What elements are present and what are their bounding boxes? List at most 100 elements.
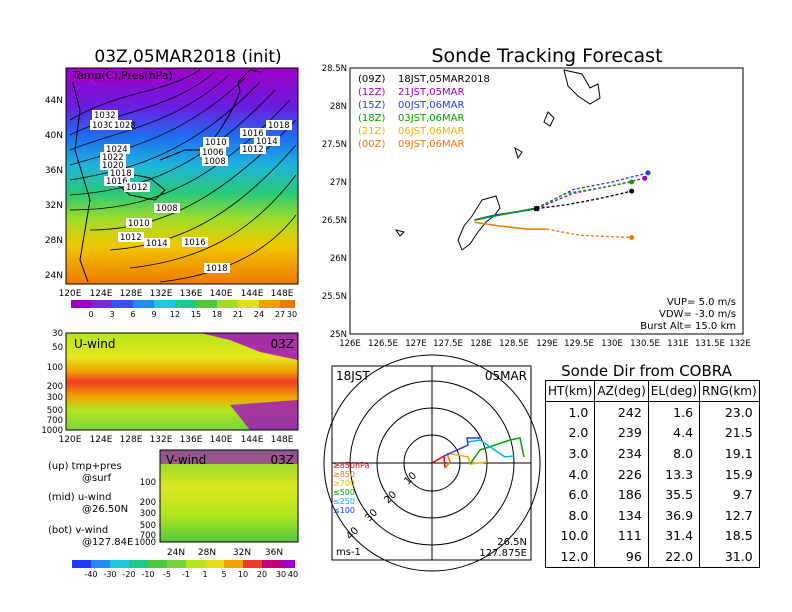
- vwind-negative-region: [160, 450, 298, 464]
- lat-tick: 36N: [265, 548, 283, 558]
- pres-tick: 30: [52, 329, 63, 339]
- cbar-tick: 18: [212, 310, 222, 319]
- temp-colorbar: [71, 300, 295, 308]
- tracking-params: VUP= 5.0 m/s VDW= -3.0 m/s Burst Alt= 15…: [640, 297, 736, 332]
- isobar-contours: [69, 69, 297, 283]
- cbar-tick: 21: [233, 310, 243, 319]
- lat-tick: 40N: [45, 131, 63, 141]
- table-cell: 12.7: [699, 504, 760, 526]
- pres-tick: 100: [47, 363, 63, 373]
- temperature-field: [66, 68, 298, 284]
- table-cell: 19.1: [699, 443, 760, 464]
- lon-tick: 128E: [120, 289, 143, 299]
- cbar-tick: 12: [170, 310, 180, 319]
- map-label-bg: [70, 68, 166, 82]
- note-up: (up) tmp+pres: [48, 461, 122, 472]
- table-cell: 9.7: [699, 484, 760, 505]
- polar-time: 18JST: [336, 369, 370, 383]
- table-cell: 8.0: [647, 443, 701, 464]
- isobar-label: 1008: [156, 204, 178, 214]
- table-cell: 15.9: [699, 463, 760, 485]
- table-cell: 35.5: [647, 484, 701, 505]
- vup-text: VUP= 5.0 m/s: [667, 297, 736, 308]
- cbar-tick: 3: [109, 310, 114, 319]
- pres-tick: 300: [140, 509, 156, 519]
- isobar-label: 1016: [106, 177, 128, 187]
- legend-code: (15Z): [358, 100, 385, 111]
- lon-tick: 148E: [271, 289, 294, 299]
- isobar-label: 1032: [94, 111, 116, 121]
- lon-tick: 144E: [241, 435, 264, 445]
- pres-tick: 200: [47, 382, 63, 392]
- vdw-text: VDW= -3.0 m/s: [659, 309, 736, 320]
- cbar-tick: -1: [182, 570, 190, 579]
- lon-tick: 126E: [339, 339, 361, 349]
- table-cell: 239: [594, 422, 649, 444]
- vwind-y-ticks: 100 200 300 500 700 1000: [134, 478, 156, 548]
- polar-legend-item: ≥700: [333, 479, 355, 488]
- table-row: 12.0 96 22.0 31.0: [544, 546, 760, 568]
- pres-tick: 100: [140, 478, 156, 488]
- isobar-label: 1014: [256, 137, 278, 147]
- tracking-lon-ticks: 126E 126.5E 127E 127.5E 128E 128.5E 129E…: [339, 339, 751, 349]
- lon-tick: 130E: [601, 339, 623, 349]
- note-mid: (mid) u-wind: [48, 492, 111, 503]
- polar-legend-item: ≤500: [333, 488, 355, 497]
- polar-legend-item: ≤100: [333, 506, 355, 515]
- table-cell: 31.4: [647, 525, 701, 547]
- trajectory-descent: [536, 172, 649, 210]
- lon-tick: 144E: [241, 289, 264, 299]
- uwind-label: U-wind: [74, 337, 115, 351]
- map-title: 03Z,05MAR2018 (init): [94, 47, 281, 67]
- cbar-tick: -30: [103, 570, 116, 579]
- vwind-time: 03Z: [271, 453, 295, 467]
- cbar-tick: 0: [88, 310, 93, 319]
- lat-tick: 24N: [167, 548, 185, 558]
- table-cell: 111: [594, 525, 649, 547]
- map-lat-ticks: 44N 40N 36N 32N 28N 24N: [45, 96, 63, 281]
- table-cell: 1.0: [544, 401, 596, 423]
- isobar-label: 1008: [204, 157, 226, 167]
- uwind-frame: [65, 332, 299, 431]
- lat-tick: 44N: [45, 96, 63, 106]
- polar-legend: ≥850hPa ≥850 ≥700 ≤500 ≤250 ≤100: [333, 461, 370, 515]
- legend-text: 03JST,06MAR: [398, 113, 465, 124]
- hodograph-segment: [444, 452, 451, 469]
- pres-tick: 1000: [134, 538, 156, 548]
- lon-tick: 130.5E: [630, 339, 660, 349]
- cbar-tick: 40: [288, 570, 298, 579]
- isobar-label: 1022: [102, 153, 124, 163]
- lat-tick: 32N: [233, 548, 251, 558]
- table-cell: 18.5: [699, 525, 760, 547]
- lon-tick: 131.5E: [695, 339, 725, 349]
- table-cell: 4.0: [544, 463, 596, 485]
- table-cell: 4.4: [647, 422, 701, 444]
- polar-legend-item: ≥850: [333, 470, 355, 479]
- lat-tick: 36N: [45, 166, 63, 176]
- pres-tick: 500: [140, 521, 156, 531]
- landing-point: [629, 188, 635, 194]
- pres-tick: 200: [140, 498, 156, 508]
- table-row: 8.0 134 36.9 12.7: [544, 504, 760, 526]
- lon-tick: 127E: [405, 339, 427, 349]
- note-bot: (bot) v-wind: [48, 525, 108, 536]
- polar-lon: 127.875E: [479, 548, 527, 559]
- lon-tick: 140E: [210, 289, 233, 299]
- table-cell: 96: [594, 546, 649, 568]
- vwind-frame: [159, 449, 299, 543]
- polar-legend-item: ≥850hPa: [333, 461, 370, 470]
- table-cell: 186: [594, 484, 649, 505]
- lon-tick: 140E: [210, 435, 233, 445]
- coastlines: [71, 69, 263, 283]
- cbar-tick: 15: [191, 310, 201, 319]
- pres-tick: 1000: [41, 426, 63, 436]
- legend-code: (00Z): [358, 139, 385, 150]
- lon-tick: 120E: [59, 435, 82, 445]
- tracking-lat-ticks: 28.5N 28N 27.5N 27N 26.5N 26N 25.5N 25N: [322, 64, 347, 340]
- lat-tick: 28.5N: [322, 64, 347, 74]
- hodograph-segment: [446, 452, 488, 465]
- lon-tick: 148E: [271, 435, 294, 445]
- table-header-row: HT(km) AZ(deg) EL(deg) RNG(km): [544, 380, 760, 402]
- trajectory-ascent: [474, 207, 537, 221]
